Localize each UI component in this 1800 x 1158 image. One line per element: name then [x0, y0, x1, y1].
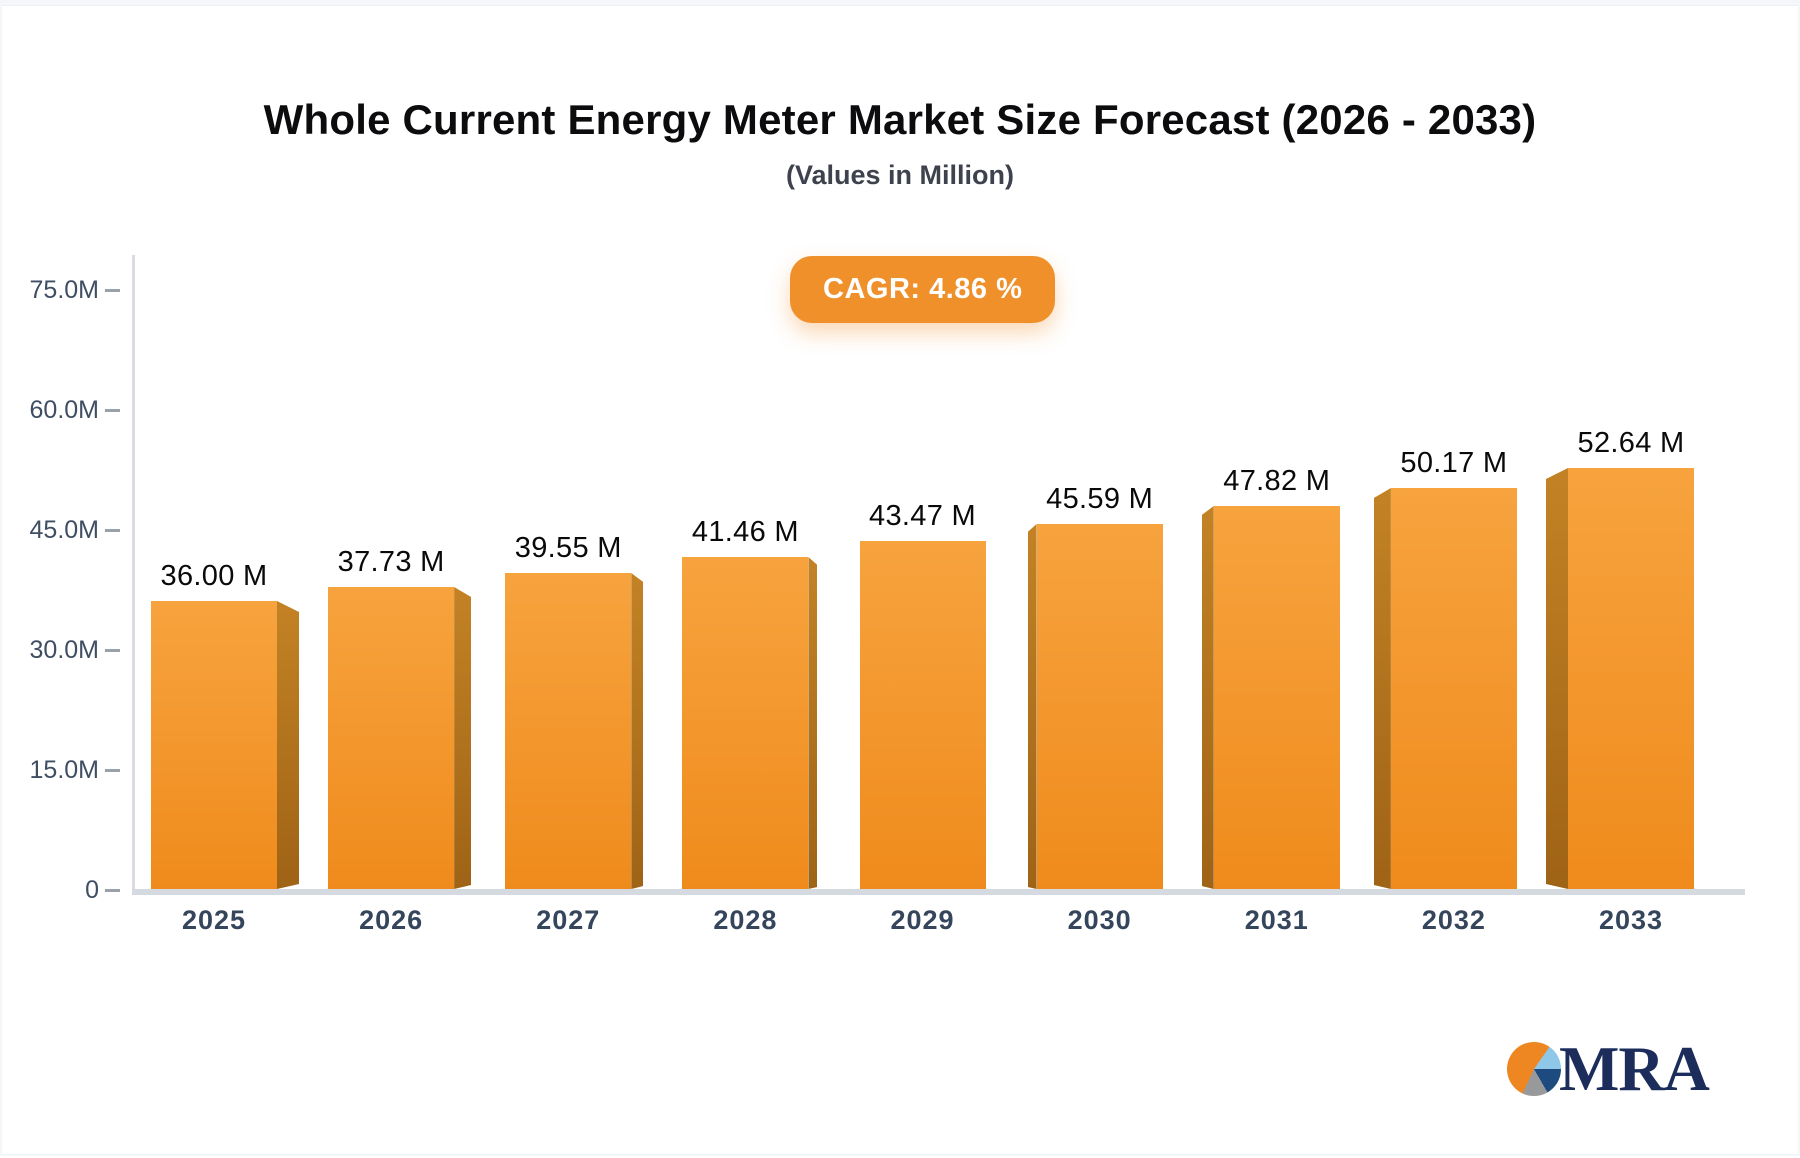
bar-front-face [1390, 488, 1517, 889]
bar-2026 [328, 587, 471, 889]
y-tick-mark [105, 409, 120, 412]
bar-2030 [1028, 524, 1163, 889]
bar-side-face [631, 573, 643, 889]
bar-front-face [682, 557, 809, 889]
y-tick-mark [105, 649, 120, 652]
brand-name: MRA [1559, 1033, 1710, 1104]
x-axis-category-label: 2026 [359, 905, 424, 935]
x-axis-category-label: 2033 [1598, 905, 1664, 935]
bar-side-face [1374, 488, 1391, 889]
bar-value-label: 36.00 M [160, 560, 268, 592]
bar-front-face [859, 541, 986, 889]
bar-2028 [682, 557, 817, 889]
bar-front-face [1036, 524, 1163, 889]
bar-value-label: 43.47 M [869, 500, 976, 532]
bar-side-face [1546, 468, 1568, 889]
bar-value-label: 39.55 M [514, 532, 622, 564]
bar-front-face [505, 573, 632, 889]
y-tick-mark [105, 889, 120, 892]
brand-logo: MRA [1507, 1033, 1710, 1104]
bar-2032 [1374, 488, 1517, 889]
pie-chart-logo-icon [1507, 1042, 1561, 1096]
y-axis-tick-label: 75.0M [29, 276, 99, 304]
bar-value-label: 52.64 M [1577, 427, 1685, 459]
x-axis-category-label: 2027 [536, 905, 601, 935]
y-axis-tick-label: 0 [85, 876, 99, 904]
cagr-badge: CAGR: 4.86 % [790, 256, 1056, 323]
bar-2029 [859, 541, 986, 889]
y-axis-tick-label: 45.0M [29, 516, 99, 544]
chart-subtitle: (Values in Million) [785, 160, 1015, 190]
bar-value-label: 47.82 M [1223, 465, 1331, 497]
bar-side-face [1028, 524, 1037, 889]
y-tick-mark [105, 289, 120, 292]
x-axis-category-label: 2030 [1067, 905, 1132, 935]
bar-2033 [1546, 468, 1694, 889]
y-axis-tick-label: 30.0M [29, 636, 99, 664]
bar-2031 [1202, 506, 1340, 889]
bar-value-label: 45.59 M [1046, 483, 1154, 515]
y-axis-tick-label: 15.0M [29, 756, 99, 784]
y-tick-mark [105, 769, 120, 772]
bar-side-face [277, 601, 299, 889]
bar-value-label: 41.46 M [691, 516, 799, 548]
bar-side-face [454, 587, 471, 889]
x-axis-category-label: 2025 [181, 905, 247, 935]
bar-front-face [1213, 506, 1340, 889]
x-axis-category-label: 2029 [890, 905, 955, 935]
x-axis-category-label: 2032 [1421, 905, 1486, 935]
bar-side-face [808, 557, 817, 889]
bar-front-face [1568, 468, 1694, 889]
chart-title: Whole Current Energy Meter Market Size F… [263, 96, 1537, 143]
y-axis-tick-label: 60.0M [29, 396, 99, 424]
bar-2025 [151, 601, 299, 889]
bar-front-face [151, 601, 277, 889]
bar-front-face [328, 587, 455, 889]
x-axis-category-label: 2031 [1244, 905, 1309, 935]
bar-value-label: 50.17 M [1400, 447, 1508, 479]
x-axis-line [132, 889, 1745, 895]
top-edge-strip [2, 2, 1798, 6]
bar-side-face [1202, 506, 1214, 889]
y-tick-mark [105, 529, 120, 532]
bar-value-label: 37.73 M [337, 546, 445, 578]
x-axis-category-label: 2028 [713, 905, 778, 935]
bar-2027 [505, 573, 643, 889]
y-axis-line [132, 255, 135, 895]
